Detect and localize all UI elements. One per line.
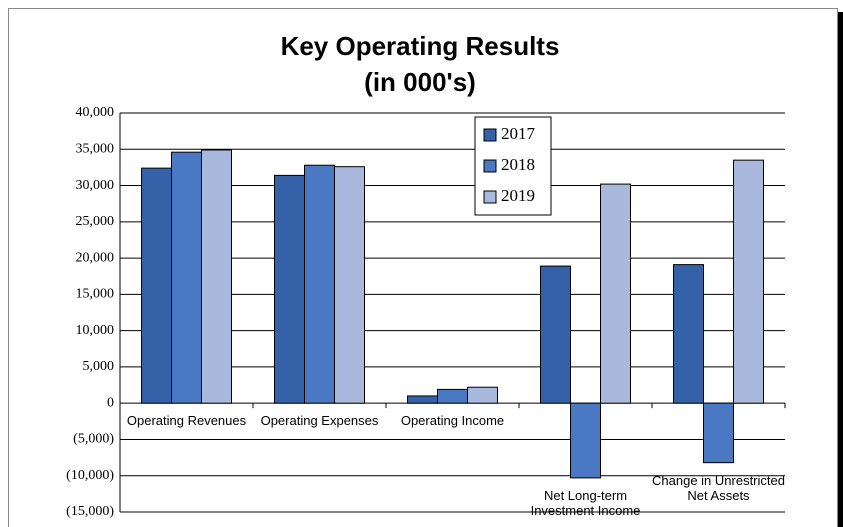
bar [407, 395, 438, 404]
y-tick-label: 30,000 [76, 178, 115, 193]
chart-subtitle: (in 000's) [364, 67, 476, 97]
y-tick-label: 35,000 [76, 141, 115, 156]
bar [467, 386, 498, 404]
bar [600, 183, 631, 404]
y-tick-label: 0 [107, 395, 114, 410]
legend-label: 2017 [501, 124, 536, 143]
bar [171, 151, 202, 404]
legend-label: 2019 [501, 186, 535, 205]
x-tick-label-box: Operating Expenses [260, 413, 379, 429]
y-tick-label: 15,000 [76, 287, 115, 302]
x-tick-label: Net Long-term Investment Income [530, 487, 641, 518]
y-tick-label: (10,000) [66, 468, 114, 483]
bar [334, 166, 365, 404]
x-tick-label: Change in Unrestricted Net Assets [652, 472, 785, 503]
x-tick-label-box: Change in Unrestricted Net Assets [652, 472, 785, 503]
x-tick-label-box: Net Long-term Investment Income [530, 487, 641, 518]
bar [201, 149, 232, 404]
chart-title: Key Operating Results [281, 31, 560, 61]
y-tick-label: (5,000) [73, 432, 114, 447]
bar [733, 159, 764, 404]
x-tick-label: Operating Revenues [126, 413, 247, 429]
bar [141, 167, 172, 404]
bar [673, 264, 704, 404]
x-tick-label-box: Operating Revenues [126, 413, 247, 429]
bar [274, 174, 305, 404]
x-tick-label-box: Operating Income [400, 413, 505, 429]
y-tick-label: 20,000 [76, 250, 115, 265]
bar [304, 164, 335, 404]
legend-swatch [483, 128, 497, 142]
bar [570, 402, 601, 479]
x-tick-label: Operating Expenses [260, 413, 379, 429]
y-tick-label: (15,000) [66, 504, 114, 519]
bar [540, 265, 571, 404]
y-tick-label: 5,000 [83, 359, 115, 374]
y-tick-label: 40,000 [76, 105, 115, 120]
y-tick-label: 25,000 [76, 214, 115, 229]
y-tick-label: 10,000 [76, 323, 115, 338]
x-tick-label: Operating Income [400, 413, 505, 429]
bar [437, 388, 468, 404]
legend-swatch [483, 159, 497, 173]
legend-swatch [483, 190, 497, 204]
legend-label: 2018 [501, 155, 535, 174]
frame-shadow [838, 12, 843, 527]
bar [703, 402, 734, 464]
